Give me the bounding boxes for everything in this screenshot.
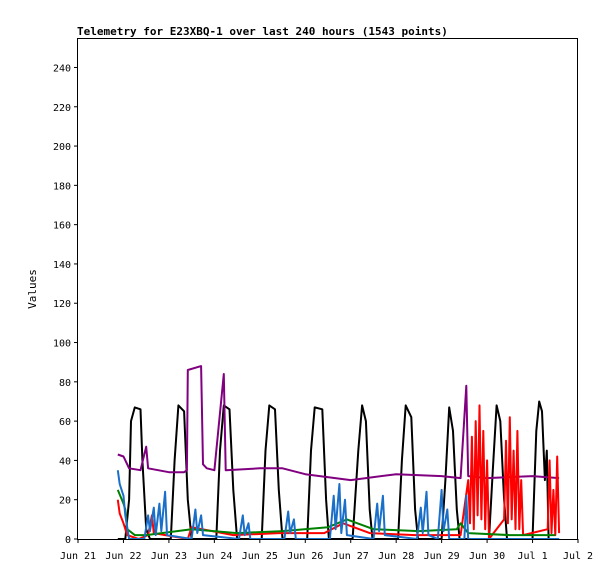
series-line-1	[117, 365, 560, 482]
x-tick-label: Jun 23	[151, 551, 187, 562]
y-tick-label: 20	[59, 496, 71, 507]
x-tick-label: Jun 26	[287, 551, 323, 562]
y-tick-label: 160	[53, 221, 71, 232]
y-tick-label: 100	[53, 339, 71, 350]
y-tick-label: 240	[53, 63, 71, 74]
y-axis-label: Values	[26, 269, 39, 309]
x-tick-label: Jun 22	[105, 551, 141, 562]
y-tick-label: 140	[53, 260, 71, 271]
y-axis: 0 20 40 60 80 100 120 140 160 180 200 220 240	[53, 63, 78, 546]
y-tick-label: 60	[59, 417, 71, 428]
x-tick-label: Jul 1	[517, 551, 547, 562]
series-line-4	[116, 470, 560, 540]
x-tick-label: Jun 21	[60, 551, 96, 562]
series-layer	[116, 365, 561, 540]
x-tick-label: Jun 24	[196, 551, 232, 562]
plot-frame	[77, 38, 578, 540]
y-tick-label: 180	[53, 181, 71, 192]
y-tick-label: 200	[53, 142, 71, 153]
x-tick-label: Jun 28	[378, 551, 414, 562]
x-tick-label: Jun 25	[242, 551, 278, 562]
y-tick-label: 0	[65, 535, 71, 546]
y-tick-label: 40	[59, 456, 71, 467]
y-tick-label: 220	[53, 103, 71, 114]
x-tick-label: Jun 29	[424, 551, 460, 562]
x-axis: Jun 21 Jun 22 Jun 23 Jun 24 Jun 25 Jun 26 Jun …	[60, 539, 593, 562]
series-line-0	[117, 400, 560, 540]
x-tick-label: Jun 27	[333, 551, 369, 562]
chart-title: Telemetry for E23XBQ-1 over last 240 hou…	[77, 25, 448, 38]
x-tick-label: Jun 30	[469, 551, 505, 562]
x-tick-label: Jul 2	[563, 551, 593, 562]
y-tick-label: 120	[53, 299, 71, 310]
y-tick-label: 80	[59, 378, 71, 389]
